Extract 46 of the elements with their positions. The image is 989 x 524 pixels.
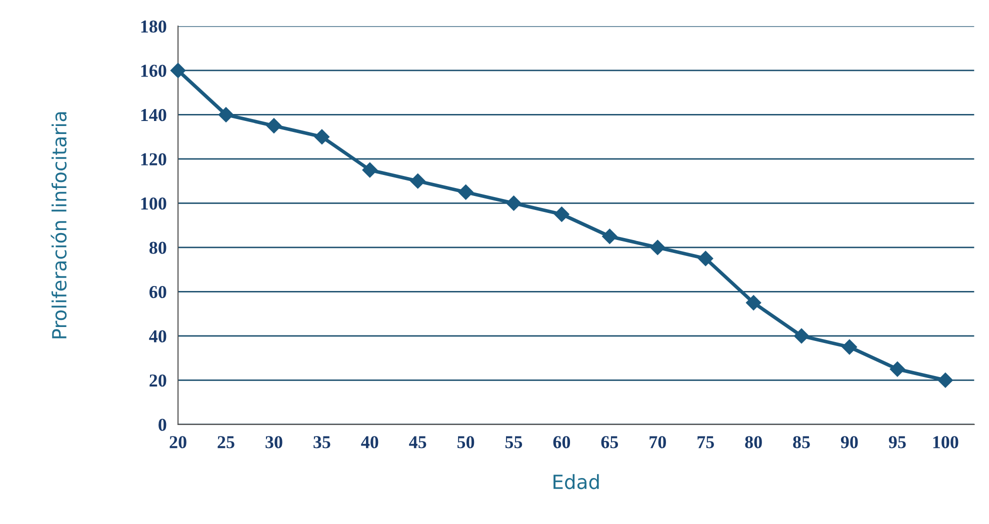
y-tick-label: 40: [149, 330, 166, 342]
point: [506, 196, 522, 211]
point: [842, 339, 858, 355]
point: [698, 250, 714, 266]
point: [890, 362, 905, 377]
x-tick-label: 25: [218, 436, 234, 448]
point: [938, 372, 953, 388]
x-tick-label: 20: [170, 436, 186, 448]
point: [410, 174, 426, 189]
x-tick-label: 85: [793, 436, 810, 448]
x-tick-label: 80: [745, 436, 762, 448]
point: [362, 162, 378, 178]
y-tick-label: 160: [141, 64, 166, 77]
point: [458, 184, 474, 200]
x-tick-label: 50: [457, 436, 474, 448]
point: [794, 328, 810, 344]
point: [602, 228, 618, 244]
x-tick-label: 70: [650, 436, 666, 448]
y-tick-label: 180: [141, 20, 166, 33]
x-tick-label: 45: [409, 436, 426, 448]
point: [554, 206, 570, 222]
y-tick-label: 100: [141, 197, 166, 210]
y-tick-label: 0: [158, 418, 166, 431]
point: [170, 62, 186, 78]
y-tick-label: 120: [141, 153, 166, 166]
point: [746, 295, 762, 310]
x-tick-label: 90: [840, 436, 858, 448]
point: [314, 129, 330, 144]
x-tick-label: 100: [933, 436, 958, 448]
point: [650, 240, 666, 256]
x-axis-title: Edad: [554, 474, 599, 490]
x-tick-label: 55: [505, 436, 522, 448]
point: [218, 107, 234, 122]
x-tick-label: 95: [888, 436, 906, 448]
y-tick-label: 80: [149, 242, 166, 254]
x-tick-label: 40: [361, 436, 378, 448]
x-tick-label: 60: [553, 436, 570, 448]
y-tick-label: 60: [149, 286, 166, 298]
y-tick-label: 140: [141, 108, 166, 122]
x-tick-label: 65: [601, 436, 618, 448]
x-tick-label: 75: [698, 436, 714, 448]
point: [266, 118, 282, 134]
y-tick-label: 20: [150, 374, 166, 387]
y-axis-title: Proliferación linfocitaria: [50, 112, 67, 338]
x-tick-label: 30: [266, 436, 282, 448]
x-tick-label: 35: [314, 436, 330, 448]
